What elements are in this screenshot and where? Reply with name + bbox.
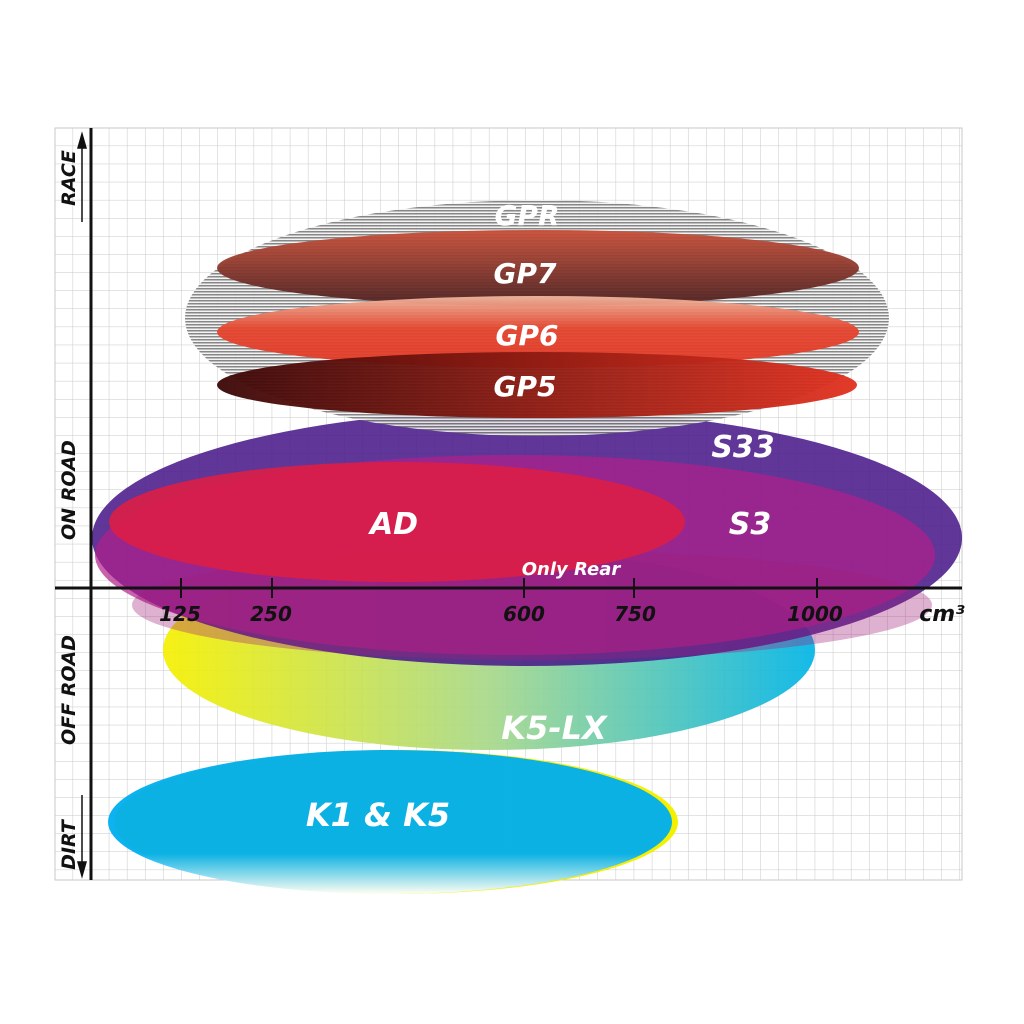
y-label-off-road: OFF ROAD: [58, 635, 80, 745]
label-k5lx: K5-LX: [501, 709, 608, 747]
label-gp5: GP5: [494, 370, 557, 403]
label-gp7: GP7: [494, 257, 558, 290]
y-axis-arrows: [77, 131, 87, 879]
label-gpr: GPR: [494, 199, 559, 232]
label-s3: S3: [729, 507, 771, 542]
y-label-race: RACE: [58, 150, 80, 206]
arrow-up-icon: [77, 131, 87, 149]
x-tick-label: 600: [503, 602, 545, 626]
y-label-on-road: ON ROAD: [58, 440, 80, 540]
label-only-rear: Only Rear: [522, 559, 622, 580]
x-axis-ticks: [180, 578, 818, 598]
x-axis-unit: cm³: [919, 602, 965, 627]
x-tick-label: 1000: [787, 602, 843, 626]
x-tick-label: 125: [159, 602, 201, 626]
gp7-ellipse: [217, 230, 859, 306]
label-ad: AD: [368, 507, 418, 542]
ad-ellipse: [109, 462, 685, 582]
arrow-down-icon: [77, 861, 87, 879]
y-label-dirt: DIRT: [58, 818, 80, 870]
gp5-ellipse: [217, 352, 857, 418]
x-tick-label: 750: [614, 602, 656, 626]
gp6-ellipse: [217, 296, 859, 368]
k1k5-ellipse: [108, 750, 672, 894]
x-tick-label: 250: [250, 602, 292, 626]
label-s33: S33: [711, 430, 774, 465]
label-gp6: GP6: [496, 319, 559, 352]
label-k1k5: K1 & K5: [306, 796, 450, 834]
